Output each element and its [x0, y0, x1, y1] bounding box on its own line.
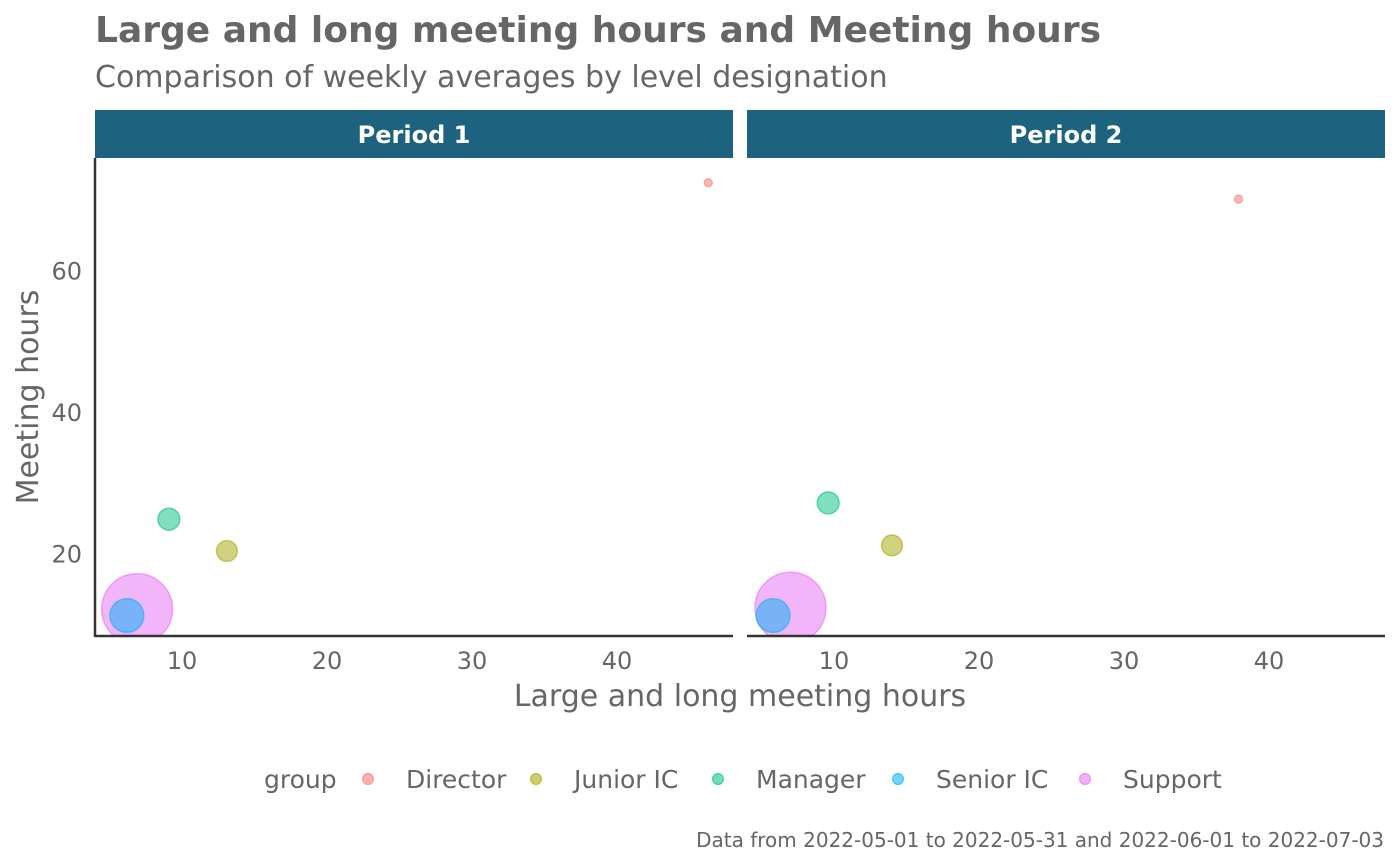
y-tick-label: 40 [51, 399, 82, 427]
legend-item-junior-ic: Junior IC [529, 765, 678, 794]
chart-title: Large and long meeting hours and Meeting… [95, 10, 1101, 51]
x-tick-label: 20 [312, 647, 343, 675]
legend-key [711, 772, 725, 786]
point-senior-ic [755, 597, 791, 634]
point-director [1233, 194, 1244, 204]
legend-label: Senior IC [936, 765, 1048, 794]
points [100, 178, 714, 636]
chart-subtitle: Comparison of weekly averages by level d… [95, 60, 888, 95]
panel-strip-label: Period 1 [358, 121, 471, 149]
legend-key [361, 772, 375, 786]
y-tick-label: 60 [51, 257, 82, 285]
panel-2: Period 2 10 20 30 40 [747, 110, 1385, 675]
legend-key [529, 772, 543, 786]
point-manager [157, 507, 181, 531]
legend-label: Junior IC [572, 765, 678, 794]
point-manager [816, 491, 840, 515]
legend-item-manager: Manager [711, 765, 866, 794]
panel-strip [95, 110, 733, 158]
caption: Data from 2022-05-01 to 2022-05-31 and 2… [696, 828, 1384, 852]
legend-title: group [264, 765, 337, 794]
panel-strip-label: Period 2 [1010, 121, 1123, 149]
y-tick-label: 20 [51, 541, 82, 569]
x-tick-label: 30 [1109, 647, 1140, 675]
point-senior-ic [109, 597, 145, 634]
panel-1: Period 1 10 20 30 40 [95, 110, 733, 675]
legend-label: Manager [756, 765, 866, 794]
x-tick-label: 40 [1254, 647, 1285, 675]
point-junior-ic [880, 534, 904, 557]
x-tick-label: 10 [167, 647, 198, 675]
y-axis-title: Meeting hours [11, 290, 46, 505]
panels: Period 1 10 20 30 40 Period 2 10 20 30 40 [95, 110, 1385, 675]
legend-label: Support [1123, 765, 1222, 794]
x-tick-label: 30 [457, 647, 488, 675]
legend-item-support: Support [1078, 765, 1222, 794]
points [754, 194, 1244, 636]
x-axis-title: Large and long meeting hours [514, 679, 966, 714]
legend-item-director: Director [361, 765, 507, 794]
legend-label: Director [406, 765, 507, 794]
x-tick-label: 40 [602, 647, 633, 675]
legend-key [891, 772, 905, 786]
legend-item-senior-ic: Senior IC [891, 765, 1048, 794]
point-director [703, 178, 714, 188]
point-junior-ic [215, 539, 239, 563]
x-tick-label: 20 [964, 647, 995, 675]
x-tick-label: 10 [819, 647, 850, 675]
legend: group Director Junior IC Manager Senior IC Su… [264, 765, 1222, 794]
y-axis: 20 40 60 [51, 158, 97, 637]
legend-key [1078, 772, 1092, 786]
panel-strip [747, 110, 1385, 158]
